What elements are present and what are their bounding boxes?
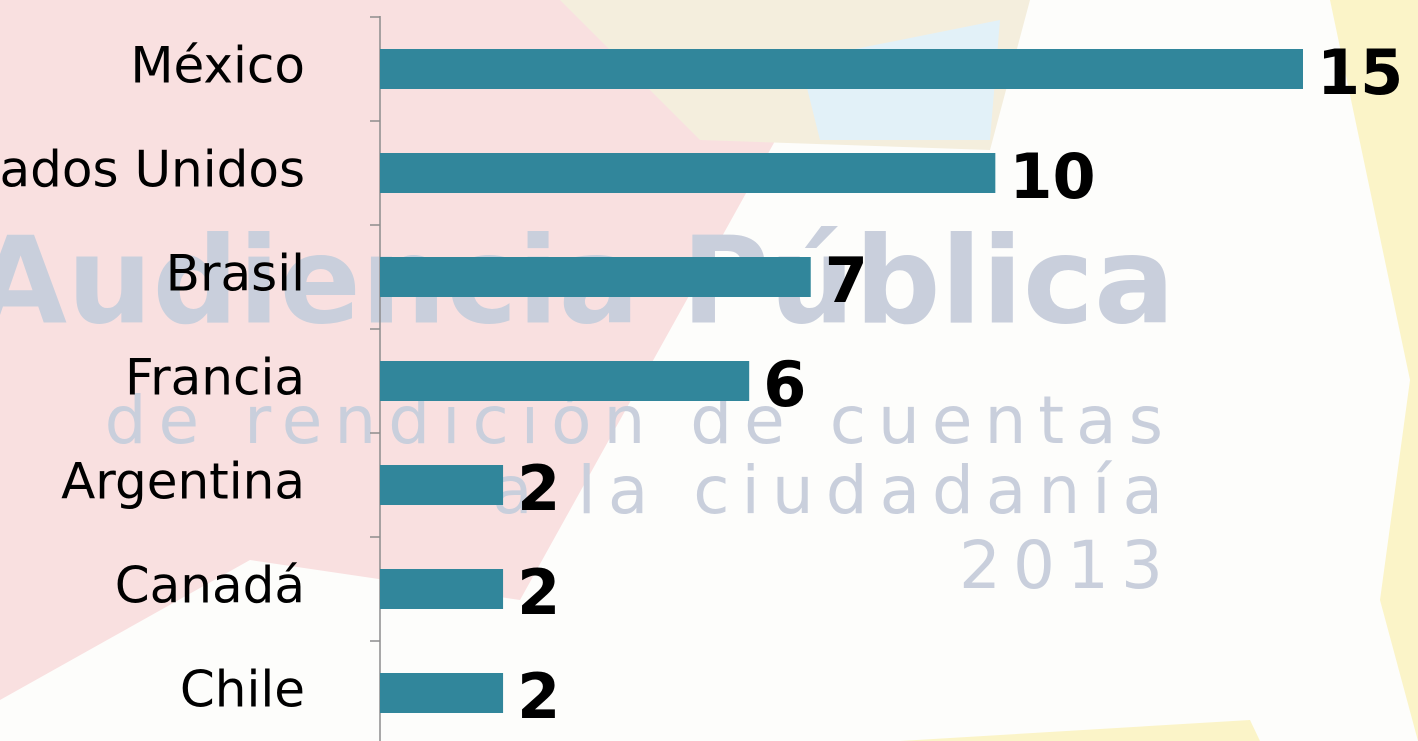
bar xyxy=(380,361,750,401)
value-label: 6 xyxy=(763,348,806,421)
category-label: Chile xyxy=(180,661,305,719)
watermark-year: 2013 xyxy=(959,527,1175,604)
category-label: Argentina xyxy=(61,453,305,511)
category-label: Brasil xyxy=(166,245,305,303)
value-label: 2 xyxy=(517,660,560,733)
value-label: 15 xyxy=(1317,36,1403,109)
watermark-line: a la ciudadanía xyxy=(492,452,1175,529)
category-label: Canadá xyxy=(115,557,305,615)
bar xyxy=(380,465,504,505)
bar xyxy=(380,49,1303,89)
value-label: 7 xyxy=(825,244,868,317)
bg-shape-yellow xyxy=(1330,0,1418,741)
value-label: 2 xyxy=(517,452,560,525)
bar xyxy=(380,257,811,297)
bar xyxy=(380,569,504,609)
category-label: Estados Unidos xyxy=(0,141,305,199)
category-label: Francia xyxy=(125,349,305,407)
value-label: 10 xyxy=(1009,140,1095,213)
category-label: México xyxy=(130,37,305,95)
bar xyxy=(380,153,996,193)
bar xyxy=(380,673,504,713)
bg-shape-yellow-bottom xyxy=(900,720,1260,741)
value-label: 2 xyxy=(517,556,560,629)
